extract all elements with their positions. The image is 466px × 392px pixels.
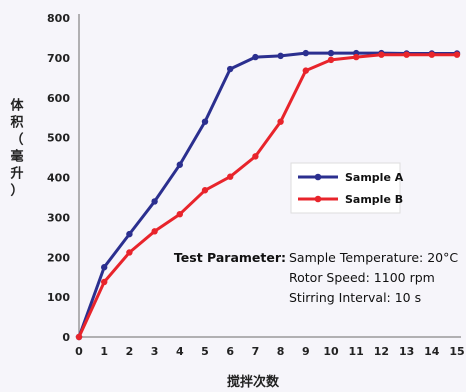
legend-box — [290, 162, 401, 214]
stirring-interval-text: Stirring Interval: 10 s — [289, 290, 421, 305]
x-tick-label: 8 — [277, 345, 285, 358]
y-tick-label: 600 — [47, 92, 70, 105]
data-point-sample-a — [126, 230, 133, 238]
sample-temperature-text: Sample Temperature: 20°C — [289, 250, 458, 265]
x-tick-label: 4 — [176, 345, 184, 358]
data-point-sample-a — [277, 52, 284, 60]
legend-marker-sample-b — [314, 195, 322, 203]
y-tick-label: 100 — [47, 291, 70, 304]
x-tick-label: 5 — [201, 345, 209, 358]
x-tick-label: 10 — [323, 345, 339, 358]
y-tick-label: 400 — [47, 172, 70, 185]
x-tick-label: 1 — [100, 345, 108, 358]
y-tick-label: 500 — [47, 132, 70, 145]
y-tick-label: 0 — [62, 331, 70, 344]
x-tick-label: 13 — [399, 345, 414, 358]
data-point-sample-b — [378, 51, 385, 58]
y-tick-label: 800 — [47, 12, 70, 25]
data-point-sample-a — [252, 53, 259, 61]
data-point-sample-b — [252, 153, 259, 160]
x-tick-label: 3 — [151, 345, 159, 358]
x-tick-label: 7 — [252, 345, 260, 358]
data-point-sample-b — [453, 51, 461, 58]
data-point-sample-b — [277, 118, 284, 125]
series-line-sample-b — [77, 53, 457, 338]
data-point-sample-a — [151, 198, 158, 205]
data-point-sample-b — [151, 228, 158, 235]
data-point-sample-b — [302, 67, 309, 74]
data-point-sample-b — [327, 56, 335, 64]
x-tick-label: 2 — [126, 345, 134, 358]
y-axis-label: 体积（毫升） — [10, 98, 24, 199]
data-point-sample-b — [353, 53, 360, 61]
y-tick-label: 300 — [47, 211, 70, 224]
data-point-sample-b — [403, 51, 410, 58]
test-parameter-annotation: Test Parameter: Sample Temperature: 20°C… — [174, 250, 458, 305]
data-point-sample-a — [201, 118, 209, 125]
legend: Sample A Sample B — [290, 162, 404, 214]
series-group — [75, 49, 461, 341]
data-point-sample-a — [101, 264, 108, 271]
data-point-sample-b — [101, 278, 108, 286]
x-tick-label: 12 — [374, 345, 389, 358]
legend-marker-sample-a — [314, 173, 322, 181]
x-tick-label: 14 — [424, 345, 440, 358]
x-tick-label: 9 — [302, 345, 310, 358]
data-point-sample-a — [327, 49, 335, 57]
legend-label-sample-a: Sample A — [345, 171, 404, 184]
data-point-sample-b — [201, 187, 209, 194]
rotor-speed-text: Rotor Speed: 1100 rpm — [289, 270, 435, 285]
data-point-sample-b — [227, 173, 234, 180]
data-point-sample-a — [227, 65, 234, 73]
x-tick-label: 15 — [449, 345, 464, 358]
y-tick-labels: 0 100 200 300 400 500 600 700 800 — [47, 12, 70, 344]
data-point-sample-b — [428, 51, 435, 58]
test-parameter-label: Test Parameter: — [174, 250, 286, 265]
legend-label-sample-b: Sample B — [345, 193, 403, 206]
x-tick-labels: 0 1 2 3 4 5 6 7 8 9 10 11 12 13 14 15 — [75, 345, 464, 358]
y-tick-label: 200 — [47, 251, 70, 264]
x-tick-label: 11 — [349, 345, 364, 358]
data-point-sample-b — [126, 249, 133, 256]
x-tick-label: 6 — [226, 345, 234, 358]
data-point-sample-a — [176, 161, 183, 168]
axes — [78, 14, 461, 338]
data-point-sample-b — [75, 333, 83, 341]
y-tick-label: 700 — [47, 52, 70, 65]
data-point-sample-b — [176, 210, 183, 218]
x-tick-label: 0 — [75, 345, 83, 358]
x-axis-label: 搅拌次数 — [227, 374, 280, 390]
data-point-sample-a — [302, 49, 309, 57]
